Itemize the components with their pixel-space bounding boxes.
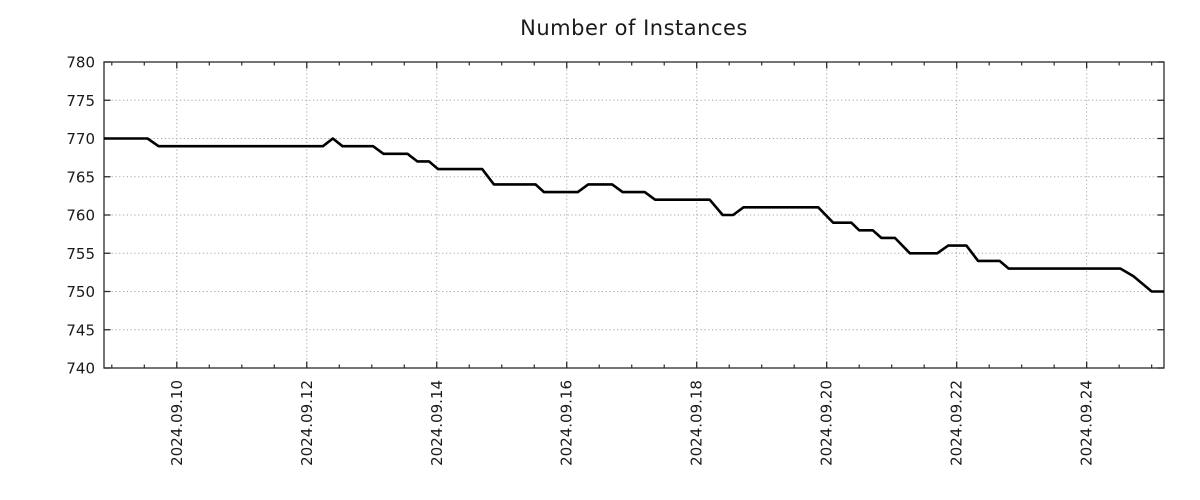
- y-tick-label: 780: [66, 54, 95, 72]
- y-tick-label: 755: [66, 245, 95, 263]
- x-tick-label: 2024.09.14: [428, 380, 446, 466]
- x-tick-label: 2024.09.12: [298, 380, 316, 466]
- x-tick-label: 2024.09.22: [948, 380, 966, 466]
- y-tick-label: 775: [66, 92, 95, 110]
- y-tick-label: 765: [66, 168, 95, 186]
- y-tick-label: 760: [66, 207, 95, 225]
- y-tick-label: 740: [66, 360, 95, 378]
- y-tick-label: 770: [66, 130, 95, 148]
- y-tick-label: 745: [66, 321, 95, 339]
- x-tick-label: 2024.09.20: [818, 380, 836, 466]
- series-line: [104, 137, 1164, 293]
- x-tick-label: 2024.09.24: [1078, 380, 1096, 466]
- x-tick-label: 2024.09.18: [688, 380, 706, 466]
- x-tick-label: 2024.09.16: [558, 380, 576, 466]
- y-tick-label: 750: [66, 283, 95, 301]
- chart-title: Number of Instances: [520, 16, 748, 40]
- x-tick-label: 2024.09.10: [168, 380, 186, 466]
